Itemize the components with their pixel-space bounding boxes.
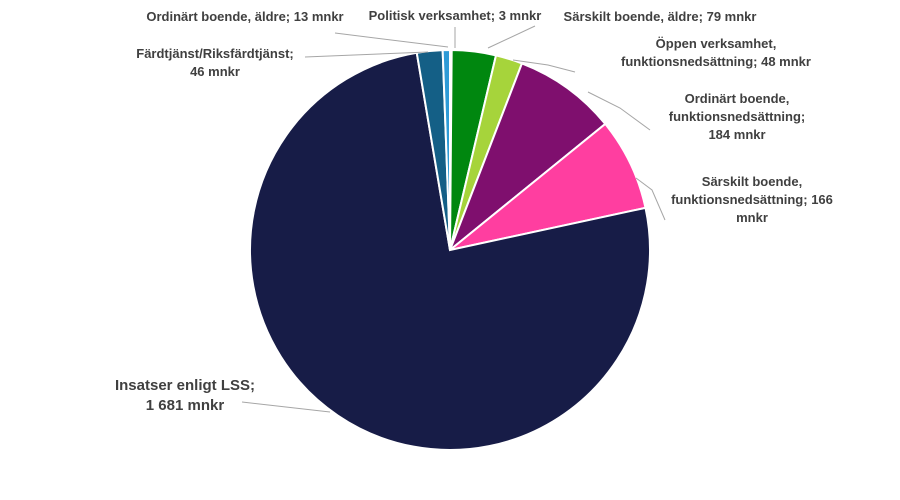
leader-lines — [241, 25, 666, 413]
slice-label-sarskilt-boende-funktionsnedsattning: Särskilt boende, funktionsnedsättning; 16… — [671, 174, 833, 225]
leader-line-ordinart-boende-aldre — [334, 32, 449, 48]
slice-label-ordinart-boende-aldre: Ordinärt boende, äldre; 13 mnkr — [146, 9, 343, 24]
leader-line-oppen-verksamhet-funktionsnedsattning — [512, 59, 576, 73]
leader-line-sarskilt-boende-funktionsnedsattning — [635, 177, 666, 221]
slice-label-ordinart-boende-funktionsnedsattning: Ordinärt boende, funktionsnedsättning; 184… — [669, 91, 806, 142]
pie-slice-insatser-enligt-lss — [249, 51, 651, 451]
slice-labels: Politisk verksamhet; 3 mnkr Särskilt boen… — [115, 8, 833, 414]
leader-line-insatser-enligt-lss — [241, 401, 331, 413]
slice-label-oppen-verksamhet-funktionsnedsattning: Öppen verksamhet, funktionsnedsättning; 4… — [621, 36, 811, 69]
pie-slices — [249, 48, 651, 451]
leader-line-ordinart-boende-funktionsnedsattning — [587, 91, 651, 131]
slice-label-politisk-verksamhet: Politisk verksamhet; 3 mnkr — [369, 8, 542, 23]
pie-slice-ordinart-boende-funktionsnedsattning — [447, 62, 607, 254]
slice-label-fardtjanst-riksfardtjanst: Färdtjänst/Riksfärdtjänst; 46 mnkr — [136, 46, 293, 79]
pie-slice-ordinart-boende-aldre — [441, 48, 451, 251]
slice-label-insatser-enligt-lss: Insatser enligt LSS; 1 681 mnkr — [115, 377, 255, 414]
leader-line-sarskilt-boende-aldre — [487, 25, 536, 49]
leader-line-fardtjanst-riksfardtjanst — [304, 51, 429, 58]
slice-label-sarskilt-boende-aldre: Särskilt boende, äldre; 79 mnkr — [564, 9, 757, 24]
